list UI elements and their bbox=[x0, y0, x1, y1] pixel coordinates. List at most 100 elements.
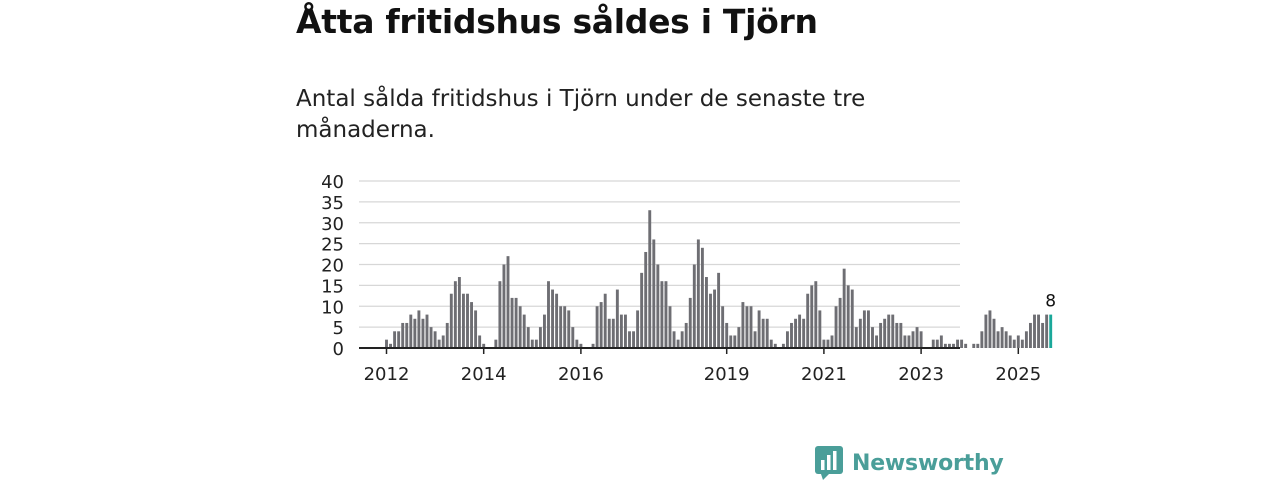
bar bbox=[425, 314, 429, 348]
chart-title: Åtta fritidshus såldes i Tjörn bbox=[296, 2, 818, 41]
bar bbox=[891, 314, 895, 348]
bar bbox=[842, 268, 846, 348]
y-tick-label: 30 bbox=[321, 214, 344, 235]
bar bbox=[591, 343, 595, 348]
bar bbox=[814, 281, 818, 348]
bar bbox=[409, 314, 413, 348]
bar bbox=[919, 331, 923, 348]
bar bbox=[952, 343, 955, 348]
y-tick-label: 0 bbox=[333, 339, 344, 360]
y-tick-label: 5 bbox=[333, 318, 344, 339]
bar bbox=[688, 297, 692, 348]
bar bbox=[790, 322, 793, 348]
bar bbox=[1008, 335, 1012, 348]
bar bbox=[988, 310, 992, 348]
bar bbox=[1024, 331, 1028, 348]
bar bbox=[551, 289, 554, 348]
bar bbox=[725, 322, 729, 348]
bar bbox=[417, 310, 421, 348]
bar bbox=[636, 310, 640, 348]
bar bbox=[721, 306, 725, 348]
bar bbox=[705, 277, 708, 348]
bar bbox=[871, 327, 874, 348]
bar bbox=[518, 306, 522, 348]
bar bbox=[575, 339, 579, 348]
bar bbox=[700, 247, 704, 348]
bar bbox=[879, 322, 883, 348]
bar bbox=[810, 285, 814, 348]
bar bbox=[802, 318, 806, 348]
bar bbox=[996, 331, 1000, 348]
bar-chart-logo-icon bbox=[815, 446, 843, 480]
bar bbox=[498, 281, 502, 348]
newsworthy-logo[interactable]: Newsworthy bbox=[815, 446, 1004, 480]
bar bbox=[741, 302, 745, 348]
bar bbox=[972, 343, 976, 348]
bar bbox=[858, 318, 862, 348]
bar bbox=[555, 293, 559, 348]
bar bbox=[696, 239, 700, 348]
x-tick-label: 2012 bbox=[364, 364, 410, 385]
y-tick-label: 35 bbox=[321, 193, 344, 214]
bar bbox=[1020, 339, 1024, 348]
bar bbox=[628, 331, 631, 348]
bar bbox=[652, 239, 656, 348]
bar bbox=[992, 318, 996, 348]
bar bbox=[781, 343, 785, 348]
bar bbox=[441, 335, 445, 348]
bar bbox=[729, 335, 733, 348]
bar bbox=[579, 343, 583, 348]
bar bbox=[478, 335, 482, 348]
bar bbox=[611, 318, 615, 348]
bar bbox=[449, 293, 453, 348]
bar bbox=[660, 281, 664, 348]
bar bbox=[717, 272, 721, 348]
bar bbox=[538, 327, 542, 348]
bar bbox=[733, 335, 737, 348]
bar bbox=[899, 322, 903, 348]
bar bbox=[571, 327, 575, 348]
bar bbox=[773, 343, 777, 348]
bar bbox=[676, 339, 680, 348]
bar bbox=[838, 297, 842, 348]
x-tick-label: 2025 bbox=[995, 364, 1041, 385]
bar bbox=[964, 343, 968, 348]
bar bbox=[976, 343, 980, 348]
bar bbox=[834, 306, 838, 348]
bar bbox=[911, 331, 915, 348]
bar bbox=[644, 251, 648, 348]
bar bbox=[943, 343, 947, 348]
bar bbox=[567, 310, 571, 348]
bar bbox=[753, 331, 757, 348]
bar bbox=[543, 314, 546, 348]
bar bbox=[672, 331, 676, 348]
bar bbox=[761, 318, 765, 348]
bar bbox=[640, 272, 644, 348]
x-tick-label: 2014 bbox=[461, 364, 507, 385]
bar bbox=[474, 310, 478, 348]
y-tick-label: 15 bbox=[321, 276, 344, 297]
bar bbox=[393, 331, 397, 348]
bar bbox=[862, 310, 866, 348]
bar bbox=[664, 281, 668, 348]
bar bbox=[769, 339, 773, 348]
bar bbox=[389, 343, 392, 348]
bar bbox=[907, 335, 911, 348]
bar bbox=[1000, 327, 1004, 348]
bar bbox=[684, 322, 688, 348]
bar bbox=[502, 264, 506, 348]
bar bbox=[648, 210, 652, 348]
bar bbox=[822, 339, 826, 348]
bar bbox=[429, 327, 433, 348]
bar bbox=[737, 327, 741, 348]
bar bbox=[818, 310, 822, 348]
bar bbox=[522, 314, 526, 348]
x-tick-label: 2019 bbox=[704, 364, 750, 385]
bar bbox=[453, 281, 457, 348]
bar bbox=[1029, 322, 1032, 348]
bar bbox=[547, 281, 550, 348]
bar bbox=[437, 339, 441, 348]
bar bbox=[830, 335, 834, 348]
bar bbox=[883, 318, 887, 348]
